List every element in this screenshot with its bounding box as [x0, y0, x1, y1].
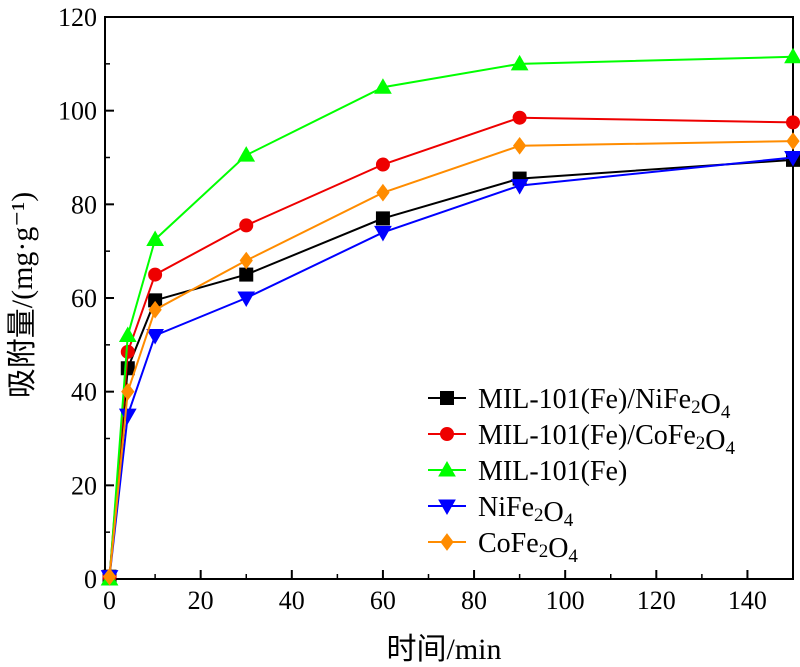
legend-marker — [438, 499, 456, 516]
data-point — [118, 326, 137, 342]
data-point — [102, 567, 117, 586]
x-tick-label: 60 — [370, 586, 396, 615]
data-point — [512, 110, 527, 125]
legend-marker — [440, 391, 454, 405]
series-line — [108, 140, 794, 577]
data-point — [786, 115, 800, 130]
series-1 — [102, 110, 800, 584]
data-point — [146, 328, 164, 345]
data-point — [239, 218, 254, 233]
legend-label: CoFe2O4 — [478, 528, 578, 567]
legend: MIL-101(Fe)/NiFe2O4MIL-101(Fe)/CoFe2O4MI… — [428, 384, 736, 567]
x-tick-label: 140 — [728, 586, 767, 615]
data-point — [121, 382, 135, 401]
data-point — [239, 251, 253, 270]
data-point — [784, 151, 800, 167]
legend-item: CoFe2O4 — [428, 528, 578, 567]
data-point — [148, 300, 162, 319]
legend-item: MIL-101(Fe)/CoFe2O4 — [428, 420, 736, 459]
y-tick-label: 0 — [84, 565, 97, 594]
legend-marker — [438, 460, 456, 477]
y-tick-label: 60 — [71, 284, 97, 313]
x-tick-label: 120 — [637, 586, 676, 615]
data-point — [239, 267, 254, 282]
legend-item: MIL-101(Fe)/NiFe2O4 — [428, 384, 731, 423]
axes-group: 0 20 40 60 80 100 120 140 0 20 40 60 80 100 120 — [58, 3, 794, 615]
series-line — [108, 156, 794, 577]
data-point — [148, 267, 163, 282]
legend-item: MIL-101(Fe) — [428, 456, 627, 487]
legend-label: NiFe2O4 — [478, 492, 574, 531]
y-tick-label: 100 — [58, 97, 97, 126]
legend-marker — [440, 427, 454, 441]
data-point — [237, 146, 256, 162]
data-point — [374, 225, 392, 242]
x-tick-label: 0 — [103, 586, 116, 615]
y-tick-label: 120 — [58, 3, 97, 32]
legend-marker — [440, 533, 454, 551]
y-tick-label: 80 — [71, 190, 97, 219]
data-point — [146, 230, 164, 246]
y-tick-label: 20 — [71, 471, 97, 500]
series-3 — [100, 151, 800, 586]
series-group — [100, 47, 800, 586]
data-point — [237, 291, 256, 308]
data-point — [374, 78, 392, 94]
x-axis-title: 时间/min — [386, 633, 501, 666]
x-tick-label: 100 — [546, 586, 585, 615]
data-point — [784, 47, 800, 64]
legend-label: MIL-101(Fe)/NiFe2O4 — [478, 384, 731, 423]
data-point — [786, 132, 800, 150]
series-line — [108, 158, 794, 577]
data-point — [376, 183, 390, 202]
x-tick-label: 40 — [279, 586, 305, 615]
y-tick-label: 40 — [71, 378, 97, 407]
series-4 — [102, 132, 800, 586]
y-axis-title: 吸附量/(mg·g⁻¹) — [6, 192, 39, 398]
data-point — [512, 136, 527, 155]
legend-item: NiFe2O4 — [428, 492, 574, 531]
plot-frame — [104, 16, 794, 580]
x-tick-label: 80 — [461, 586, 487, 615]
data-point — [510, 179, 529, 195]
data-point — [118, 408, 137, 425]
data-point — [375, 211, 390, 226]
series-0 — [102, 152, 800, 584]
data-point — [510, 54, 529, 71]
legend-label: MIL-101(Fe) — [478, 456, 627, 487]
data-point — [375, 157, 390, 172]
x-tick-label: 20 — [188, 586, 214, 615]
legend-label: MIL-101(Fe)/CoFe2O4 — [478, 420, 736, 459]
